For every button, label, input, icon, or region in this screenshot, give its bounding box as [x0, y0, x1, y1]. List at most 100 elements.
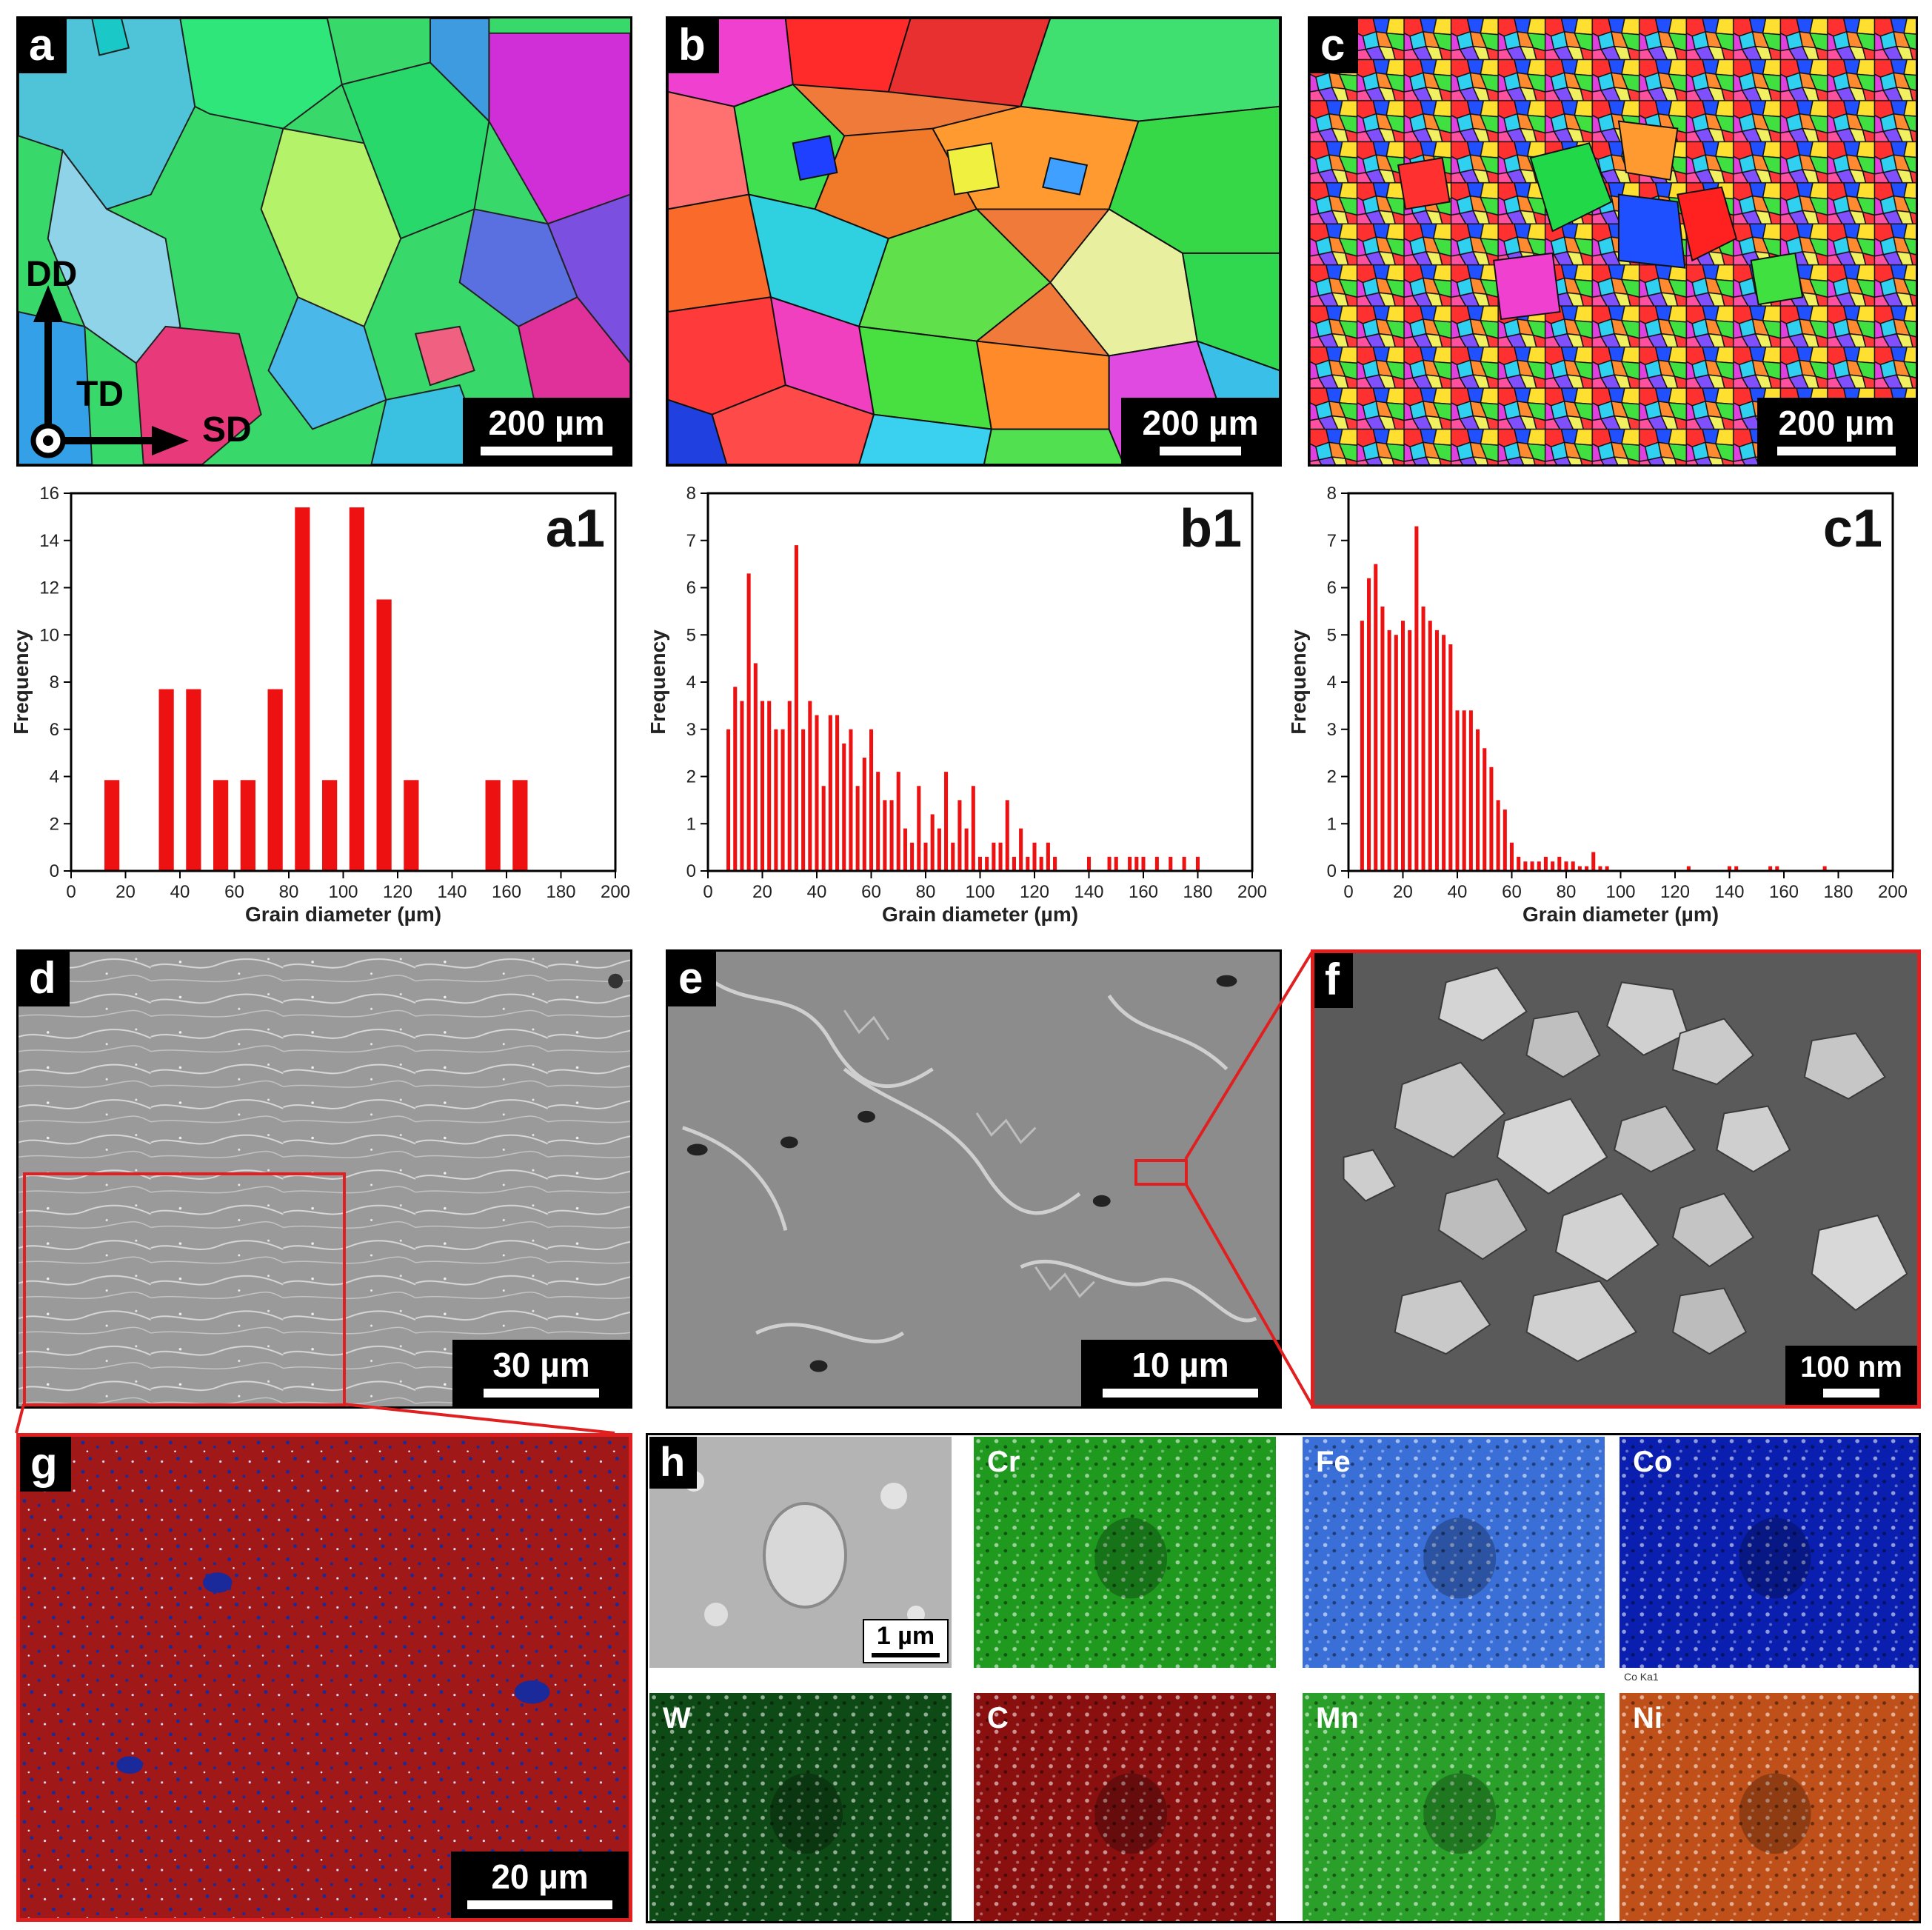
scale-line	[467, 1900, 612, 1909]
scale-line	[484, 1389, 599, 1398]
x-tick-label: 0	[703, 882, 712, 902]
td-axis-label: TD	[76, 375, 124, 414]
histogram-panel-label: b1	[1180, 499, 1242, 558]
eds-element-label: Fe	[1316, 1446, 1351, 1478]
panel-d-sem-image: d 30 µm	[16, 949, 632, 1409]
y-tick-label: 2	[1327, 767, 1337, 787]
histogram-c1-svg: 0 20 40 60 80 100 120 140 160 180 200 0 1 2 3 4 5 6 7 8 Grai…	[1287, 484, 1908, 926]
y-tick-label: 3	[686, 720, 696, 740]
y-tick-label: 12	[39, 578, 59, 598]
histogram-bar	[910, 842, 915, 871]
x-tick-label: 180	[546, 882, 575, 902]
histogram-bar	[1768, 866, 1773, 871]
co-ka1-caption: Co Ka1	[1624, 1671, 1659, 1683]
histogram-bar	[485, 780, 501, 871]
eds-map-tile-fe: Fe	[1303, 1437, 1605, 1668]
sem-image	[668, 952, 1280, 1406]
x-tick-label: 100	[328, 882, 358, 902]
histogram-bar	[1483, 748, 1487, 871]
x-tick-label: 180	[1183, 882, 1212, 902]
eds-map-tile-w: W	[649, 1693, 952, 1921]
y-tick-label: 4	[686, 672, 696, 692]
y-tick-label: 0	[686, 861, 696, 881]
histogram-bar	[733, 687, 738, 871]
panel-c-ebsd-map: c 200 µm	[1308, 16, 1918, 467]
eds-map-image	[1303, 1693, 1605, 1921]
scale-label: 200 µm	[1778, 403, 1895, 442]
eds-map-image	[649, 1693, 952, 1921]
eds-map-tile-mn: Mn	[1303, 1693, 1605, 1921]
histogram-bar	[1195, 856, 1200, 871]
histogram-bar	[1182, 856, 1186, 871]
histogram-a1: 0 20 40 60 80 100 120 140 160 180 200 0 2 4 6 8 10 12 14 16…	[7, 481, 652, 941]
eds-map-image	[1620, 1437, 1919, 1668]
histogram-bar	[740, 701, 744, 871]
plot-frame	[70, 492, 617, 872]
scale-label: 1 µm	[876, 1622, 935, 1651]
eds-element-label: Ni	[1633, 1702, 1662, 1734]
panel-f-scale-bar: 100 nm	[1785, 1346, 1917, 1405]
histogram-bar	[1468, 710, 1473, 871]
y-tick-label: 8	[1327, 484, 1337, 504]
eds-map-tile-co: Co	[1620, 1437, 1919, 1668]
y-tick-label: 2	[686, 767, 696, 787]
y-tick-label: 3	[1327, 720, 1337, 740]
histogram-bar	[158, 689, 174, 871]
histogram-bar	[1421, 607, 1425, 871]
histogram-bar	[964, 828, 969, 871]
histogram-bar	[1046, 842, 1050, 871]
histogram-bar	[842, 743, 846, 871]
eds-map-tile-cr: Cr	[974, 1437, 1276, 1668]
y-tick-label: 2	[50, 814, 59, 834]
histogram-bar	[849, 729, 853, 871]
sem-image	[649, 1437, 952, 1668]
histogram-bar	[1591, 852, 1596, 871]
histogram-bar	[1012, 856, 1016, 871]
histogram-bar	[957, 800, 962, 871]
histogram-bar	[186, 689, 201, 871]
histogram-bar	[1114, 856, 1118, 871]
y-tick-label: 6	[50, 720, 59, 740]
histogram-bar	[971, 786, 975, 871]
scale-line	[872, 1653, 940, 1657]
x-tick-label: 20	[1393, 882, 1413, 902]
histogram-bar	[917, 786, 921, 871]
histogram-bar	[985, 856, 989, 871]
histogram-bar	[1448, 644, 1453, 871]
eds-element-label: Cr	[987, 1446, 1020, 1478]
panel-d-scale-bar: 30 µm	[452, 1339, 630, 1406]
panel-e-label: e	[668, 952, 717, 1006]
histogram-bar	[992, 842, 996, 871]
panel-b-label: b	[668, 19, 719, 73]
x-tick-label: 60	[1502, 882, 1522, 902]
panel-g-scale-bar: 20 µm	[451, 1851, 629, 1918]
histogram-bar	[1039, 856, 1043, 871]
y-axis-label: Frequency	[646, 630, 669, 735]
panel-g-label: g	[20, 1437, 71, 1492]
panel-b-ebsd-map: b 200 µm	[666, 16, 1282, 467]
x-tick-label: 40	[170, 882, 190, 902]
histogram-bar	[512, 780, 528, 871]
histogram-bar	[376, 599, 392, 871]
histogram-bar	[869, 729, 874, 871]
histogram-bar	[1414, 526, 1419, 871]
panel-c-label: c	[1310, 19, 1359, 73]
histogram-bar	[1442, 635, 1446, 871]
x-tick-label: 160	[1769, 882, 1799, 902]
panel-d-label: d	[19, 952, 70, 1006]
panel-a-scale-bar: 200 µm	[463, 397, 630, 464]
histogram-bar	[1462, 710, 1466, 871]
histogram-bar	[781, 729, 785, 871]
histogram-bar	[1517, 856, 1521, 871]
y-tick-label: 8	[686, 484, 696, 504]
histogram-bar	[1367, 578, 1371, 871]
zoom-region-box	[23, 1172, 346, 1406]
histogram-bar	[1374, 564, 1378, 871]
histogram-bar	[1557, 856, 1562, 871]
x-tick-label: 120	[1020, 882, 1049, 902]
histogram-bar	[1141, 856, 1146, 871]
zoom-region-box	[1134, 1159, 1188, 1186]
histogram-bar	[1154, 856, 1159, 871]
histogram-panel-label: a1	[546, 499, 605, 558]
histogram-bar	[1053, 856, 1057, 871]
